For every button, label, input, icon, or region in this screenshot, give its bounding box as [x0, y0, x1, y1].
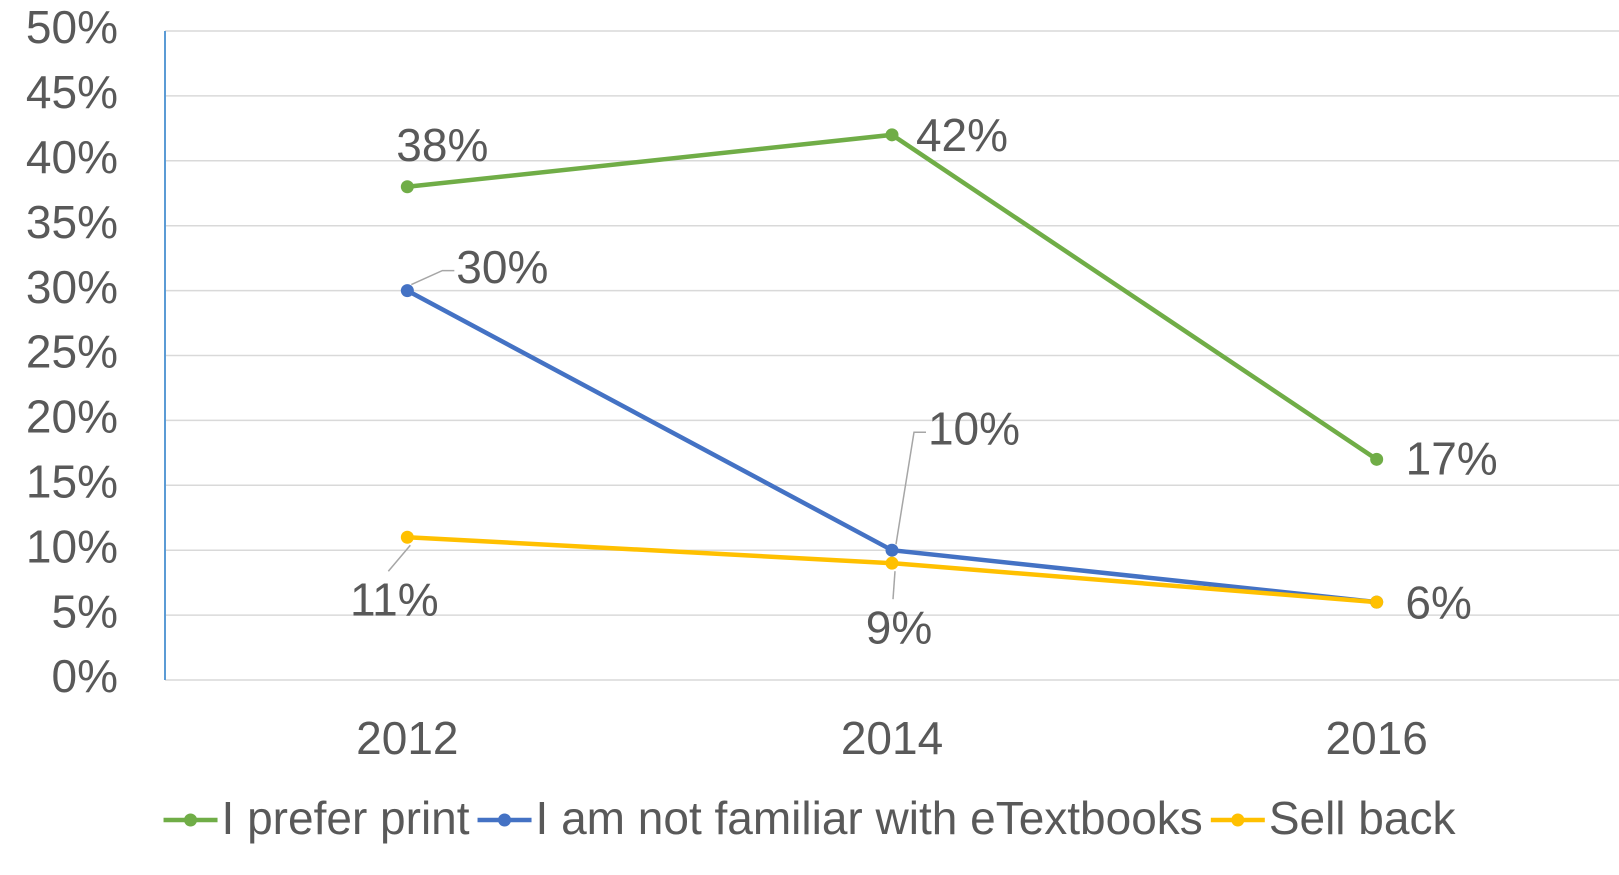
y-tick-label: 5%: [52, 585, 118, 637]
y-tick-label: 10%: [26, 520, 118, 572]
legend-label: Sell back: [1269, 792, 1457, 844]
data-point: [885, 128, 899, 142]
y-tick-label: 45%: [26, 66, 118, 118]
legend-item: I am not familiar with eTextbooks: [477, 792, 1203, 844]
x-tick-label: 2014: [841, 712, 943, 764]
leader-line: [387, 544, 411, 572]
legend-marker: [1231, 813, 1245, 827]
data-label: 38%: [396, 119, 488, 171]
data-label: 17%: [1406, 432, 1498, 484]
legend: I prefer print I am not familiar with eTe…: [163, 792, 1457, 844]
data-point: [1370, 595, 1384, 609]
y-tick-label: 40%: [26, 131, 118, 183]
legend-label: I prefer print: [222, 792, 470, 844]
series-line: [407, 132, 1378, 462]
y-tick-label: 25%: [26, 326, 118, 378]
legend-item: I prefer print: [163, 792, 470, 844]
x-tick-label: 2016: [1325, 712, 1427, 764]
y-tick-label: 50%: [26, 1, 118, 53]
legend-marker: [498, 813, 512, 827]
x-tick-label: 2012: [356, 712, 458, 764]
data-point: [400, 284, 414, 298]
leader-line: [411, 269, 455, 286]
data-point: [400, 530, 414, 544]
data-point: [400, 180, 414, 194]
data-point: [885, 556, 899, 570]
data-label: 9%: [866, 601, 932, 653]
y-tick-label: 0%: [52, 650, 118, 702]
y-tick-label: 20%: [26, 391, 118, 443]
data-label: 30%: [456, 241, 548, 293]
legend-label: I am not familiar with eTextbooks: [536, 792, 1203, 844]
legend-item: Sell back: [1210, 792, 1457, 844]
data-label: 11%: [350, 573, 439, 625]
y-tick-label: 30%: [26, 261, 118, 313]
y-tick-label: 15%: [26, 455, 118, 507]
legend-marker: [184, 813, 198, 827]
data-label: 42%: [916, 109, 1008, 161]
leader-line: [892, 571, 896, 600]
y-tick-label: 35%: [26, 196, 118, 248]
data-label: 6%: [1405, 576, 1471, 628]
leader-line: [895, 431, 926, 545]
data-point: [1370, 452, 1384, 466]
data-label: 10%: [928, 402, 1020, 454]
data-point: [885, 543, 899, 557]
